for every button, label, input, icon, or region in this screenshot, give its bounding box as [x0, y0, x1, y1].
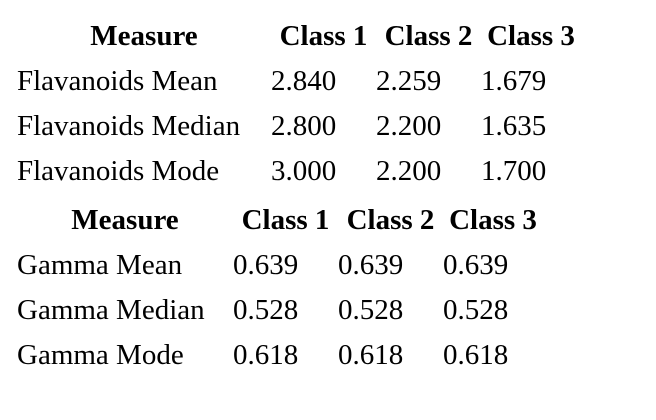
- value-cell: 0.639: [443, 249, 509, 281]
- value-cell: 0.618: [443, 339, 509, 371]
- value-cell: 1.700: [481, 155, 547, 187]
- table-row: Flavanoids Median 2.800 2.200 1.635: [17, 104, 581, 149]
- flavanoids-table: Measure Class 1 Class 2 Class 3 Flavanoi…: [17, 14, 581, 194]
- table-row: Flavanoids Mode 3.000 2.200 1.700: [17, 149, 581, 194]
- value-cell: 2.800: [271, 110, 337, 142]
- column-header-measure: Measure: [90, 20, 198, 52]
- value-cell: 0.528: [338, 294, 404, 326]
- column-header-measure: Measure: [71, 204, 179, 236]
- value-cell: 0.528: [233, 294, 299, 326]
- value-cell: 0.528: [443, 294, 509, 326]
- table-row: Gamma Mean 0.639 0.639 0.639: [17, 243, 543, 288]
- value-cell: 1.635: [481, 110, 547, 142]
- column-header-class-1: Class 1: [241, 204, 330, 236]
- value-cell: 1.679: [481, 65, 547, 97]
- measure-cell: Flavanoids Mean: [17, 65, 218, 97]
- header-row: Measure Class 1 Class 2 Class 3: [17, 14, 581, 59]
- value-cell: 0.618: [233, 339, 299, 371]
- measure-cell: Gamma Median: [17, 294, 205, 326]
- column-header-class-3: Class 3: [449, 204, 537, 236]
- measure-cell: Flavanoids Median: [17, 110, 241, 142]
- value-cell: 2.200: [376, 110, 442, 142]
- column-header-class-1: Class 1: [279, 20, 368, 52]
- measure-cell: Gamma Mean: [17, 249, 183, 281]
- table-row: Flavanoids Mean 2.840 2.259 1.679: [17, 59, 581, 104]
- value-cell: 2.259: [376, 65, 442, 97]
- column-header-class-3: Class 3: [487, 20, 575, 52]
- gamma-table: Measure Class 1 Class 2 Class 3 Gamma Me…: [17, 198, 543, 378]
- table-row: Gamma Mode 0.618 0.618 0.618: [17, 333, 543, 378]
- value-cell: 0.639: [338, 249, 404, 281]
- measure-cell: Flavanoids Mode: [17, 155, 220, 187]
- header-row: Measure Class 1 Class 2 Class 3: [17, 198, 543, 243]
- value-cell: 3.000: [271, 155, 337, 187]
- value-cell: 0.618: [338, 339, 404, 371]
- value-cell: 0.639: [233, 249, 299, 281]
- value-cell: 2.200: [376, 155, 442, 187]
- measure-cell: Gamma Mode: [17, 339, 184, 371]
- value-cell: 2.840: [271, 65, 337, 97]
- column-header-class-2: Class 2: [384, 20, 473, 52]
- column-header-class-2: Class 2: [346, 204, 435, 236]
- table-row: Gamma Median 0.528 0.528 0.528: [17, 288, 543, 333]
